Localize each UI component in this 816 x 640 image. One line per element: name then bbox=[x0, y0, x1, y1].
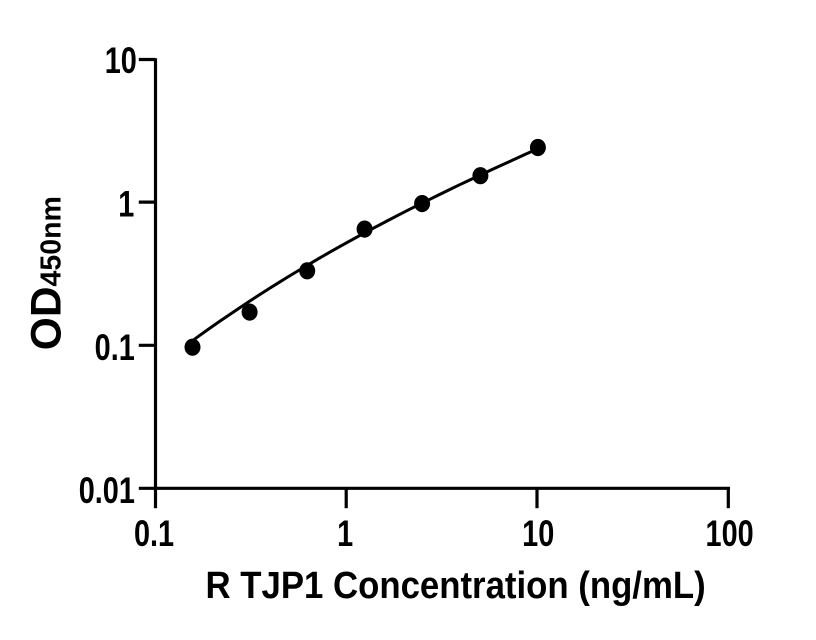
svg-text:10: 10 bbox=[522, 514, 554, 555]
svg-text:R TJP1 Concentration (ng/mL): R TJP1 Concentration (ng/mL) bbox=[206, 564, 706, 607]
svg-text:1: 1 bbox=[118, 184, 134, 225]
svg-text:10: 10 bbox=[105, 41, 137, 82]
svg-text:0.01: 0.01 bbox=[79, 471, 135, 512]
svg-text:0.1: 0.1 bbox=[134, 514, 174, 555]
svg-text:OD450nm: OD450nm bbox=[23, 196, 70, 350]
svg-text:1: 1 bbox=[337, 514, 353, 555]
svg-text:0.1: 0.1 bbox=[95, 328, 135, 369]
svg-text:100: 100 bbox=[706, 514, 754, 555]
